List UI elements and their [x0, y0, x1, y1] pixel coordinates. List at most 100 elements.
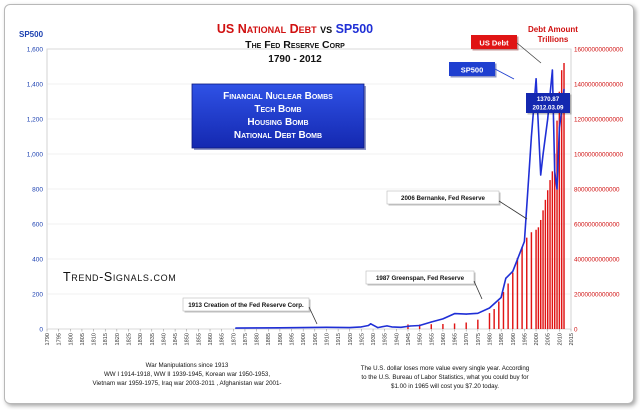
right-tick-label: 2000000000000: [574, 292, 620, 299]
x-tick-label: 1825: [127, 333, 133, 345]
x-tick-label: 1820: [115, 333, 121, 345]
bernanke-label: 2006 Bernanke, Fed Reserve: [401, 195, 485, 202]
debt-bar: [556, 120, 558, 329]
last-value: 1370.87: [537, 96, 560, 103]
sp500-point: [367, 324, 369, 327]
sp500-point: [547, 118, 549, 120]
right-tick-label: 10000000000000: [574, 152, 624, 159]
bomb-line-4: National Debt Bomb: [234, 130, 322, 141]
sp500-point: [349, 327, 351, 329]
usdebt-tag: US Debt: [471, 35, 542, 64]
x-tick-label: 1875: [243, 333, 249, 345]
debt-bar: [558, 91, 561, 329]
chart-frame: 0 200 400 600 800 1,000 1,200 1,400 1,600 0 20000…: [4, 4, 634, 404]
sp500-point: [314, 326, 316, 329]
sp500-tag: SP500: [449, 62, 515, 80]
debt-bar: [551, 171, 554, 329]
debt-bar: [549, 180, 551, 329]
left-tick-label: 600: [32, 222, 43, 229]
x-tick-label: 1815: [103, 333, 109, 345]
debt-bar: [498, 301, 500, 329]
greenspan-callout: 1987 Greenspan, Fed Reserve: [365, 270, 483, 300]
dollar-line-2: to the U.S. Bureau of Labor Statistics, …: [361, 374, 528, 381]
sp500-point: [540, 174, 542, 176]
sp500-point: [279, 327, 281, 329]
x-tick-label: 1970: [464, 333, 470, 345]
chart-title-line2: The Fed Reserve Corp: [245, 39, 345, 51]
debt-bar: [493, 309, 495, 329]
right-axis-label-1: Debt Amount: [528, 25, 578, 34]
sp500-tag-pointer: [494, 68, 515, 80]
debt-bar: [453, 323, 456, 329]
brand-label: Trend-Signals.com: [63, 270, 176, 284]
right-tick-label: 16000000000000: [574, 47, 624, 54]
debt-bar: [526, 237, 528, 329]
x-tick-label: 1920: [348, 333, 354, 345]
right-tick-label: 12000000000000: [574, 117, 624, 124]
debt-bar: [540, 219, 542, 329]
debt-bar: [418, 324, 421, 329]
x-tick-label: 1990: [511, 333, 517, 345]
x-tick-label: 1985: [499, 333, 505, 345]
chart-title-line1: US National Debt vs SP500: [217, 22, 373, 36]
left-tick-label: 200: [32, 292, 43, 299]
debt-bar: [544, 199, 547, 329]
sp500-point: [453, 313, 456, 315]
sp500-point: [528, 170, 530, 173]
wars-line-2: Vietnam war 1959-1975, Iraq war 2003-201…: [93, 380, 282, 387]
x-tick-label: 1910: [324, 333, 330, 345]
x-tick-label: 1810: [92, 333, 98, 345]
greenspan-label: 1987 Greenspan, Fed Reserve: [376, 275, 465, 282]
bomb-line-1: Financial Nuclear Bombs: [223, 91, 333, 102]
x-tick-label: 1925: [359, 333, 365, 345]
debt-bar: [563, 63, 565, 329]
sp500-point: [337, 326, 339, 329]
left-tick-label: 0: [39, 327, 43, 334]
title-vs: vs: [317, 22, 336, 36]
bernanke-callout: 2006 Bernanke, Fed Reserve: [386, 190, 528, 220]
x-tick-label: 1860: [208, 333, 214, 345]
debt-bar: [488, 313, 491, 329]
right-tick-label: 14000000000000: [574, 82, 624, 89]
sp500-point: [542, 153, 544, 155]
x-tick-label: 1790: [45, 333, 51, 345]
sp500-point: [554, 170, 556, 173]
sp500-point: [377, 327, 379, 329]
creation-label: 1913 Creation of the Fed Reserve Corp.: [188, 302, 304, 309]
debt-bar: [553, 153, 556, 329]
sp500-point: [551, 69, 553, 71]
x-tick-label: 1880: [255, 333, 261, 345]
sp500-point: [430, 321, 432, 323]
x-tick-label: 1800: [68, 333, 74, 345]
sp500-point: [556, 188, 558, 190]
dollar-line-3: $1.00 in 1965 will cost you $7.20 today.: [391, 383, 499, 390]
x-tick-label: 1960: [441, 333, 447, 345]
sp500-point: [512, 270, 514, 272]
bombs-box: Financial Nuclear Bombs Tech Bomb Housin…: [191, 83, 366, 150]
left-axis-label: SP500: [19, 30, 44, 39]
sp500-point: [523, 240, 526, 243]
sp500-point: [488, 307, 491, 309]
x-tick-label: 1850: [185, 333, 191, 345]
right-tick-label: 6000000000000: [574, 222, 620, 229]
left-tick-label: 1,600: [27, 47, 44, 54]
x-tick-label: 1955: [429, 333, 435, 345]
x-tick-label: 1865: [220, 333, 226, 345]
sp500-point: [477, 312, 479, 314]
sp500-point: [325, 326, 328, 328]
debt-bars: [407, 63, 565, 330]
x-tick-label: 1840: [161, 333, 167, 345]
usdebt-tag-label: US Debt: [479, 39, 509, 48]
debt-bar: [507, 283, 509, 329]
debt-bar: [512, 272, 514, 329]
chart-title-line3: 1790 - 2012: [268, 54, 322, 65]
debt-bar: [530, 232, 533, 329]
x-tick-label: 1975: [476, 333, 482, 345]
sp500-point: [465, 313, 467, 315]
x-tick-label: 1795: [57, 333, 63, 345]
debt-bar: [546, 190, 549, 329]
sp500-point: [235, 327, 237, 329]
sp500-point: [530, 135, 533, 138]
sp500-point: [256, 327, 258, 329]
